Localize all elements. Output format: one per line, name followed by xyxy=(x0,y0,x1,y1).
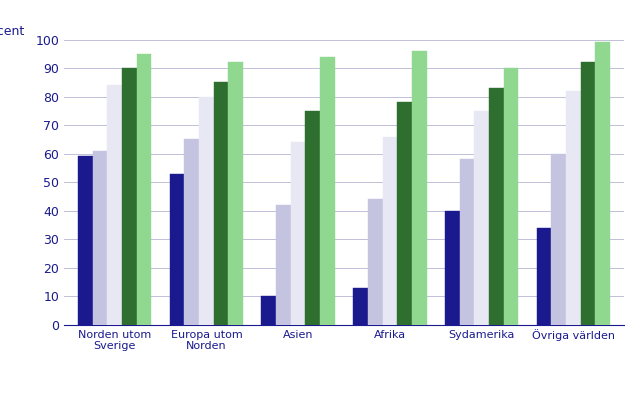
Bar xyxy=(368,199,383,325)
Bar xyxy=(412,51,426,325)
Legend: 0 −4 år, 5–9 år, 10–19 år, 20–29 år, 30–: 0 −4 år, 5–9 år, 10–19 år, 20–29 år, 30– xyxy=(176,393,512,396)
Bar xyxy=(397,102,412,325)
Bar xyxy=(445,211,460,325)
Bar xyxy=(291,142,305,325)
Bar xyxy=(137,54,151,325)
Bar xyxy=(276,205,291,325)
Bar xyxy=(566,91,581,325)
Bar xyxy=(475,111,489,325)
Bar xyxy=(489,88,503,325)
Bar xyxy=(305,111,320,325)
Bar xyxy=(320,57,335,325)
Bar xyxy=(262,296,276,325)
Bar xyxy=(353,287,368,325)
Bar xyxy=(78,156,93,325)
Bar xyxy=(93,151,107,325)
Bar xyxy=(122,68,137,325)
Bar xyxy=(185,139,199,325)
Bar xyxy=(383,137,397,325)
Bar xyxy=(503,68,518,325)
Bar xyxy=(228,63,243,325)
Bar xyxy=(581,63,595,325)
Bar xyxy=(170,173,185,325)
Bar xyxy=(213,82,228,325)
Bar xyxy=(107,85,122,325)
Bar xyxy=(537,228,551,325)
Bar xyxy=(460,159,475,325)
Bar xyxy=(199,97,213,325)
Y-axis label: Procent: Procent xyxy=(0,25,25,38)
Bar xyxy=(551,154,566,325)
Bar xyxy=(595,42,610,325)
